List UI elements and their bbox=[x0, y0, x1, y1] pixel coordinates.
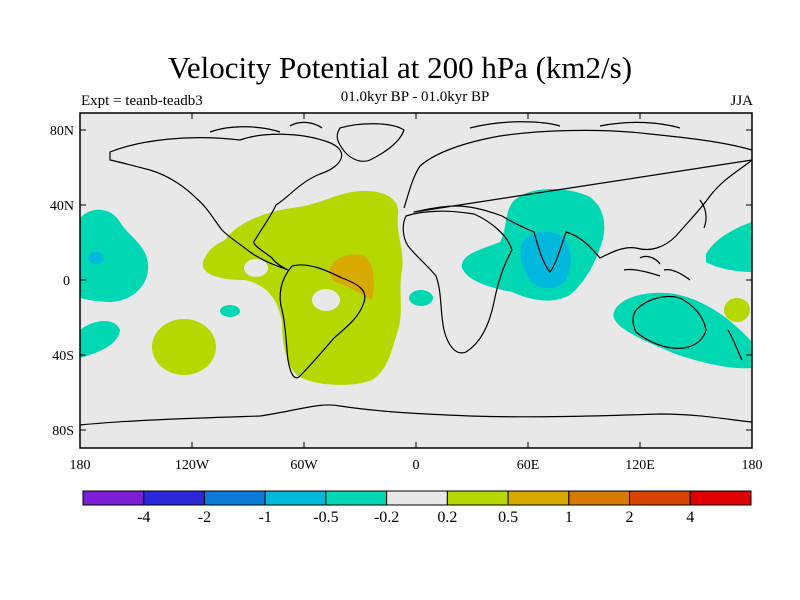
colorbar-label: 4 bbox=[686, 509, 694, 526]
lat-label-40s: 40S bbox=[52, 349, 74, 364]
coastline-new-zealand bbox=[727, 329, 743, 361]
contour-fields bbox=[80, 188, 752, 385]
negative-region-south-pacific-west bbox=[80, 321, 120, 358]
negative-patch-atlantic bbox=[409, 290, 433, 306]
colorbar-label: 1 bbox=[565, 509, 573, 526]
colorbar-swatch bbox=[264, 490, 327, 506]
coastline-africa bbox=[402, 210, 513, 354]
neutral-hole-brazil bbox=[312, 289, 340, 311]
colorbar bbox=[82, 490, 752, 506]
lat-label-0: 0 bbox=[63, 274, 70, 289]
experiment-label: Expt = teanb-teadb3 bbox=[81, 93, 203, 109]
lat-label-80s: 80S bbox=[52, 424, 74, 439]
lon-label-0: 0 bbox=[413, 458, 420, 473]
colorbar-label: 2 bbox=[626, 509, 634, 526]
colorbar-swatch bbox=[507, 490, 570, 506]
axis-ticks bbox=[79, 113, 753, 448]
coastline-indonesia bbox=[623, 255, 691, 281]
colorbar-label: 0.5 bbox=[498, 509, 518, 526]
coastline-australia bbox=[632, 295, 707, 349]
plot-subtitle: 01.0kyr BP - 01.0kyr BP bbox=[340, 89, 490, 105]
colorbar-swatch bbox=[689, 490, 752, 506]
colorbar-swatch bbox=[446, 490, 509, 506]
coastline-arctic-islands bbox=[209, 121, 681, 133]
colorbar-label: -0.2 bbox=[374, 509, 399, 526]
lon-label-180e: 180 bbox=[742, 458, 763, 473]
lon-label-60e: 60E bbox=[517, 458, 540, 473]
positive-region-americas-atlantic bbox=[202, 190, 403, 385]
colorbar-swatch bbox=[568, 490, 631, 506]
positive-region-south-pacific bbox=[152, 319, 216, 375]
negative-region-pacific-east bbox=[706, 222, 752, 272]
lat-label-80n: 80N bbox=[50, 124, 74, 139]
colorbar-labels: -4 -2 -1 -0.5 -0.2 0.2 0.5 1 2 4 bbox=[137, 509, 694, 526]
colorbar-label: -1 bbox=[259, 509, 272, 526]
map-background bbox=[80, 113, 752, 448]
latitude-labels: 80N 40N 0 40S 80S bbox=[50, 124, 74, 439]
colorbar-label: -2 bbox=[198, 509, 211, 526]
coastline-antarctica bbox=[79, 404, 753, 426]
longitude-labels: 180 120W 60W 0 60E 120E 180 bbox=[70, 458, 763, 473]
coastlines bbox=[79, 121, 753, 426]
colorbar-swatch bbox=[203, 490, 266, 506]
negative-core-indian-ocean bbox=[520, 231, 571, 289]
neutral-hole-caribbean bbox=[244, 259, 268, 277]
positive-core-atlantic bbox=[329, 254, 374, 300]
coastline-greenland bbox=[336, 123, 405, 162]
coastline-japan bbox=[699, 199, 707, 229]
colorbar-label: -0.5 bbox=[313, 509, 338, 526]
lon-label-60w: 60W bbox=[290, 458, 318, 473]
colorbar-swatch bbox=[325, 490, 388, 506]
negative-core-pacific-west bbox=[88, 252, 104, 264]
colorbar-label: 0.2 bbox=[437, 509, 457, 526]
lat-label-40n: 40N bbox=[50, 199, 74, 214]
plot-title: Velocity Potential at 200 hPa (km2/s) bbox=[167, 50, 633, 85]
colorbar-swatch bbox=[82, 490, 145, 506]
negative-patch-east-pacific bbox=[220, 305, 240, 317]
positive-region-sw-pacific bbox=[724, 298, 750, 322]
negative-region-pacific-west bbox=[80, 209, 149, 302]
negative-region-australia bbox=[613, 292, 752, 369]
coastline-eurasia bbox=[403, 129, 753, 273]
colorbar-swatch bbox=[629, 490, 691, 506]
coastline-south-america bbox=[279, 264, 366, 379]
lon-label-120w: 120W bbox=[175, 458, 210, 473]
colorbar-swatch bbox=[386, 490, 448, 506]
colorbar-label: -4 bbox=[137, 509, 150, 526]
season-label: JJA bbox=[730, 93, 753, 109]
colorbar-swatch bbox=[143, 490, 205, 506]
lon-label-180w: 180 bbox=[70, 458, 91, 473]
coastline-north-america bbox=[109, 133, 343, 271]
lon-label-120e: 120E bbox=[625, 458, 655, 473]
